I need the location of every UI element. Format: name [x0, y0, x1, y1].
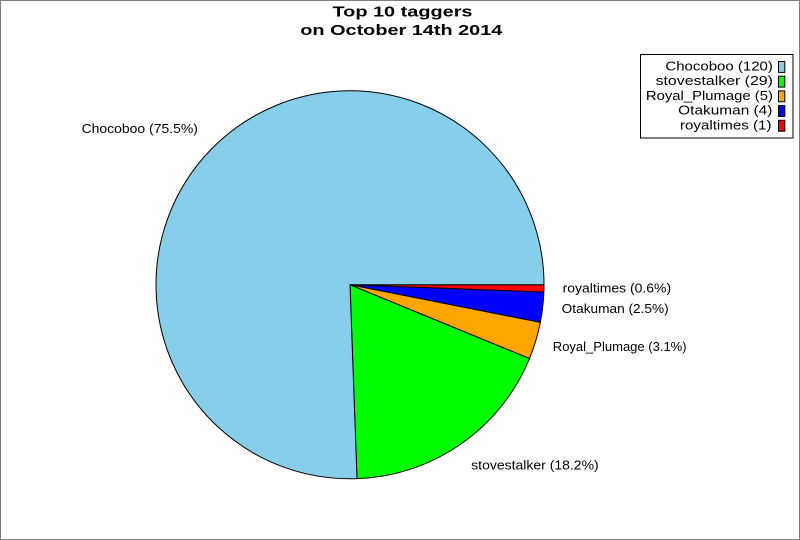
- svg-text:Royal_Plumage (5): Royal_Plumage (5): [646, 88, 773, 103]
- svg-text:royaltimes (1): royaltimes (1): [680, 118, 772, 133]
- svg-text:Otakuman (2.5%): Otakuman (2.5%): [562, 301, 669, 316]
- svg-text:on October 14th 2014: on October 14th 2014: [300, 23, 502, 39]
- svg-text:Top 10 taggers: Top 10 taggers: [333, 5, 473, 21]
- svg-text:stovestalker (18.2%): stovestalker (18.2%): [471, 458, 599, 473]
- svg-text:Chocoboo (120): Chocoboo (120): [665, 58, 773, 73]
- svg-text:stovestalker (29): stovestalker (29): [656, 73, 773, 88]
- svg-text:Otakuman (4): Otakuman (4): [678, 103, 772, 118]
- svg-text:Chocoboo (75.5%): Chocoboo (75.5%): [82, 121, 198, 136]
- svg-text:Royal_Plumage (3.1%): Royal_Plumage (3.1%): [553, 339, 687, 354]
- svg-text:royaltimes (0.6%): royaltimes (0.6%): [563, 280, 672, 295]
